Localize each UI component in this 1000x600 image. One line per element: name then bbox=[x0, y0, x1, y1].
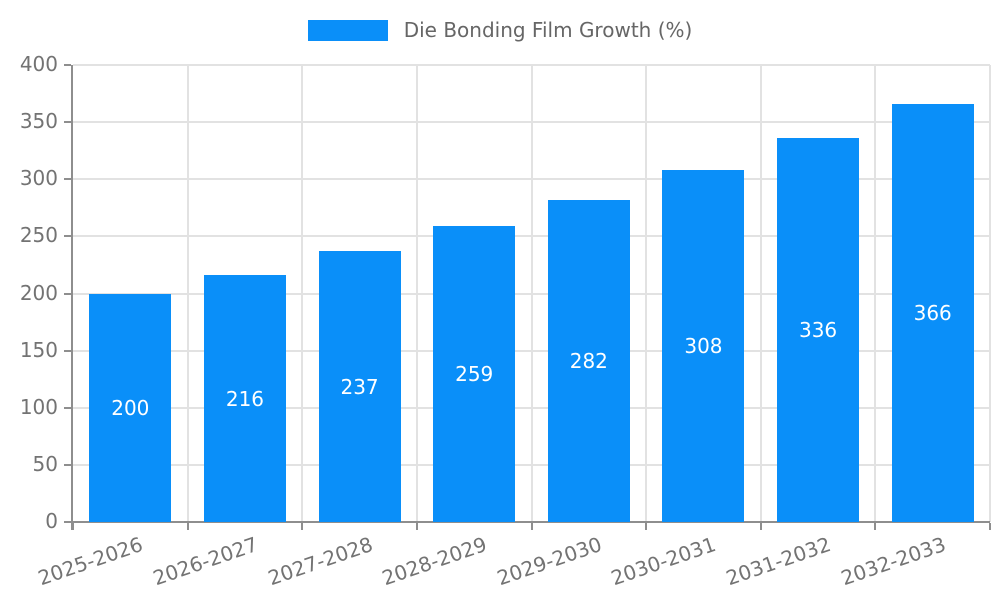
bar: 216 bbox=[203, 275, 286, 522]
bar-value-label: 336 bbox=[798, 318, 838, 343]
x-axis-tick-label: 2025-2026 bbox=[35, 532, 147, 591]
x-axis-tick bbox=[645, 523, 648, 530]
y-axis-tick-label: 250 bbox=[19, 223, 58, 248]
bar: 336 bbox=[777, 138, 860, 522]
x-axis-tick bbox=[72, 523, 74, 530]
y-axis-tick-label: 50 bbox=[32, 451, 58, 476]
x-axis-line bbox=[73, 521, 990, 523]
bar-value-label: 282 bbox=[569, 348, 608, 373]
gridline-vertical bbox=[301, 65, 304, 522]
gridline-vertical bbox=[989, 65, 991, 522]
x-axis-tick-label: 2031-2032 bbox=[722, 532, 834, 591]
x-axis-tick bbox=[874, 523, 877, 530]
x-axis-tick bbox=[186, 523, 189, 530]
gridline-vertical bbox=[530, 65, 533, 522]
bar: 259 bbox=[433, 226, 516, 522]
gridline-vertical bbox=[759, 65, 762, 522]
bar: 308 bbox=[662, 170, 745, 522]
y-axis-tick bbox=[64, 521, 71, 523]
y-axis-tick bbox=[64, 64, 71, 66]
y-axis-tick bbox=[64, 349, 71, 352]
gridline-vertical bbox=[874, 65, 877, 522]
gridline-vertical bbox=[645, 65, 648, 522]
x-axis-tick bbox=[530, 523, 533, 530]
y-axis-tick-label: 400 bbox=[19, 52, 58, 76]
legend: Die Bonding Film Growth (%) bbox=[0, 18, 1000, 42]
x-axis-tick-label: 2026-2027 bbox=[149, 532, 261, 591]
bar: 366 bbox=[891, 103, 974, 522]
y-axis-tick bbox=[64, 235, 71, 238]
bar-value-label: 308 bbox=[684, 334, 723, 359]
y-axis-line bbox=[71, 65, 73, 530]
y-axis-tick-label: 150 bbox=[19, 337, 58, 362]
x-axis-tick-label: 2030-2031 bbox=[608, 532, 720, 591]
gridline-vertical bbox=[186, 65, 189, 522]
legend-label: Die Bonding Film Growth (%) bbox=[403, 18, 693, 42]
x-axis-tick-label: 2028-2029 bbox=[379, 532, 491, 591]
x-axis-tick bbox=[301, 523, 304, 530]
x-axis-tick-label: 2029-2030 bbox=[493, 532, 605, 591]
bar: 237 bbox=[318, 251, 401, 522]
y-axis-tick bbox=[64, 292, 71, 295]
y-axis-tick-label: 300 bbox=[19, 166, 58, 191]
y-axis-tick bbox=[64, 463, 71, 466]
x-axis-tick bbox=[989, 523, 991, 530]
y-axis-tick-label: 200 bbox=[19, 280, 58, 305]
bar: 200 bbox=[89, 293, 172, 522]
y-axis-tick bbox=[64, 121, 71, 124]
bar: 282 bbox=[547, 199, 630, 522]
y-axis-tick bbox=[64, 178, 71, 181]
gridline-vertical bbox=[415, 65, 418, 522]
x-axis-tick bbox=[759, 523, 762, 530]
legend-swatch bbox=[307, 19, 388, 41]
x-axis-tick bbox=[415, 523, 418, 530]
y-axis-tick-label: 100 bbox=[19, 394, 58, 419]
bar-value-label: 366 bbox=[913, 300, 952, 325]
bar-value-label: 200 bbox=[111, 395, 150, 420]
y-axis-tick-label: 0 bbox=[45, 509, 58, 533]
x-axis-tick-label: 2027-2028 bbox=[264, 532, 376, 591]
y-axis-tick bbox=[64, 406, 71, 409]
bar-value-label: 259 bbox=[455, 362, 494, 387]
x-axis-tick-label: 2032-2033 bbox=[837, 532, 949, 591]
bar-value-label: 216 bbox=[225, 386, 265, 411]
bar-value-label: 237 bbox=[340, 374, 379, 399]
y-axis-tick-label: 350 bbox=[19, 109, 58, 134]
